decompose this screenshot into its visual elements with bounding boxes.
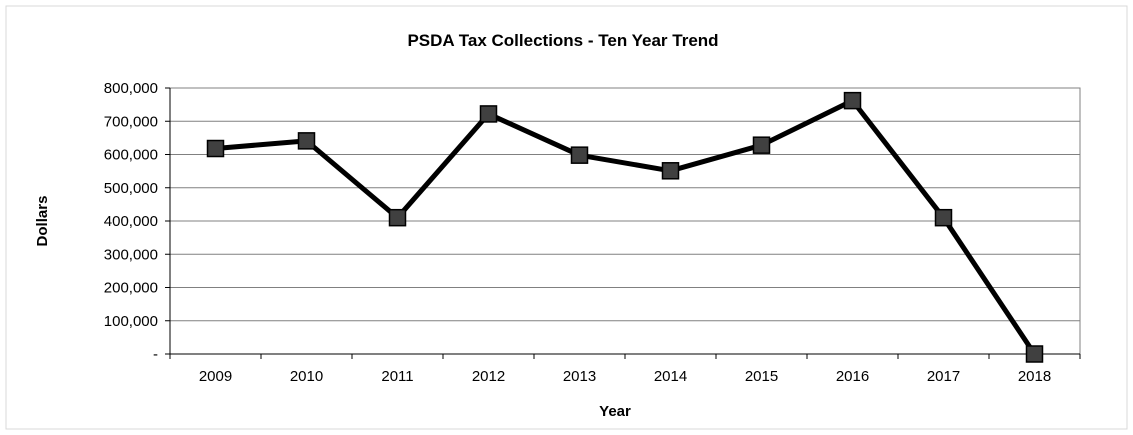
- y-tick-label: 800,000: [104, 80, 158, 97]
- data-point-2013: [570, 146, 589, 164]
- y-tick-label: 200,000: [104, 280, 158, 297]
- data-point-2012: [479, 105, 498, 123]
- x-tick-label: 2011: [381, 368, 413, 385]
- series-line: [215, 98, 1037, 356]
- x-tick-label: 2014: [654, 368, 687, 385]
- data-point-2014: [661, 162, 680, 180]
- y-axis-label: Dollars: [34, 196, 51, 247]
- x-tick-labels: 2009 2010 2011 2012 2013 2014 2015 2016 2017 2018: [199, 368, 1051, 385]
- y-tick-labels: - 100,000 200,000 300,000 400,000 500,000 600,…: [104, 80, 158, 363]
- y-tick-label: 700,000: [104, 113, 158, 130]
- data-point-2015: [752, 136, 771, 154]
- y-tick-label: 100,000: [104, 313, 158, 330]
- data-point-2011: [388, 208, 407, 227]
- y-tick-label: 400,000: [104, 213, 158, 230]
- x-tick-label: 2013: [563, 368, 596, 385]
- x-tick-label: 2017: [927, 368, 960, 385]
- chart-border: [5, 5, 1128, 430]
- data-point-2010: [297, 132, 316, 150]
- y-tick-label: 600,000: [104, 147, 158, 164]
- x-tick-label: 2015: [745, 368, 778, 385]
- data-point-2018: [1025, 345, 1044, 363]
- series-1-markers: [206, 91, 1044, 363]
- y-tick-label: 500,000: [104, 180, 158, 197]
- data-point-2016: [843, 91, 862, 110]
- x-tick-label: 2018: [1018, 368, 1051, 385]
- data-point-2017: [934, 208, 953, 227]
- y-tick-label: -: [153, 346, 158, 363]
- x-tick-label: 2016: [836, 368, 869, 385]
- series-1: [215, 98, 1037, 356]
- x-tick-label: 2009: [199, 368, 232, 385]
- axes: [165, 87, 1081, 359]
- x-tick-label: 2010: [290, 368, 323, 385]
- chart-title: PSDA Tax Collections - Ten Year Trend: [407, 31, 718, 50]
- data-point-2009: [206, 139, 225, 158]
- y-tick-label: 300,000: [104, 246, 158, 263]
- x-tick-label: 2012: [472, 368, 505, 385]
- x-axis-label: Year: [599, 403, 631, 420]
